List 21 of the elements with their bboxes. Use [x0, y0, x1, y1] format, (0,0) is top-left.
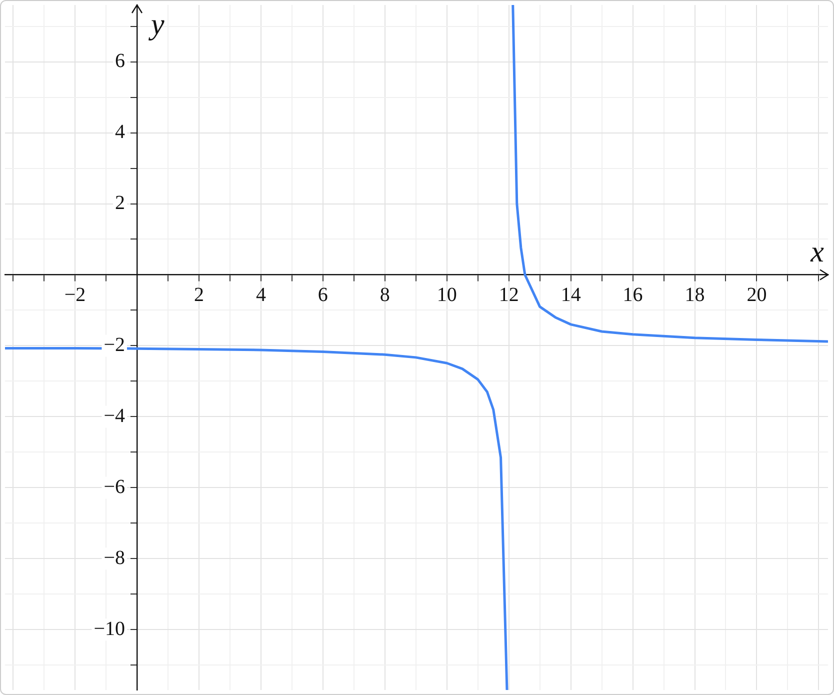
x-tick-label: 18: [684, 284, 705, 306]
x-tick-label: 20: [746, 284, 767, 306]
y-tick-label: −4: [104, 404, 125, 427]
x-tick-label: 4: [256, 284, 266, 306]
y-tick-label: −10: [94, 618, 125, 640]
x-tick-label: −2: [64, 284, 86, 306]
x-tick-label: 12: [498, 284, 519, 306]
x-tick-label: 16: [622, 284, 643, 306]
y-tick-label: −6: [104, 476, 125, 498]
y-axis-title: y: [148, 8, 165, 41]
x-tick-label: 14: [560, 284, 581, 306]
x-tick-label: 10: [436, 284, 457, 306]
y-tick-label: 4: [115, 121, 125, 144]
y-tick-label: −8: [104, 546, 125, 569]
x-tick-label: 2: [194, 284, 204, 306]
x-tick-label: 6: [318, 284, 328, 306]
x-tick-label: 8: [380, 284, 390, 306]
x-axis-title: x: [810, 236, 825, 269]
y-tick-label: 2: [115, 192, 125, 214]
y-tick-label: −2: [104, 334, 125, 356]
y-tick-label: 6: [115, 50, 125, 72]
